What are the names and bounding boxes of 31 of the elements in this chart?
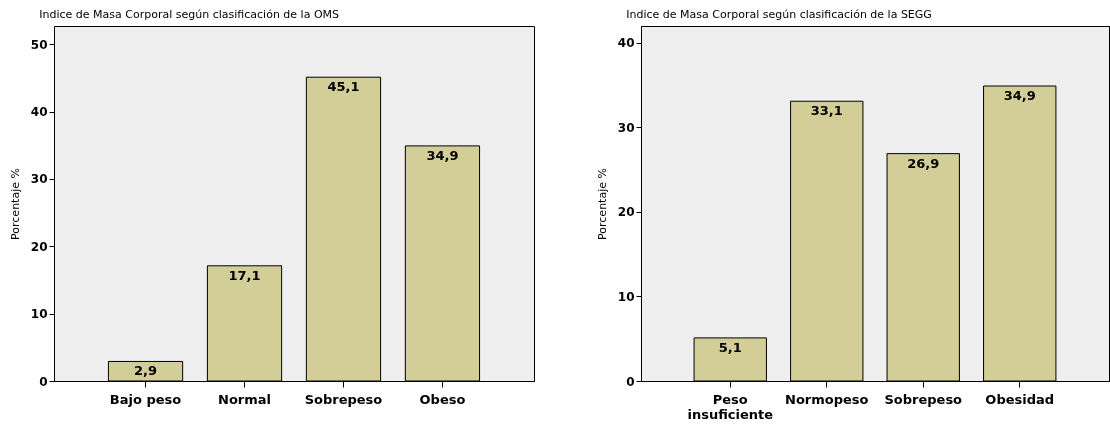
data-label: 45,1 xyxy=(327,79,360,95)
y-tick-label: 20 xyxy=(617,205,635,220)
y-tick-label: 0 xyxy=(39,374,48,389)
y-tick-label: 40 xyxy=(30,105,48,120)
y-tick-label: 0 xyxy=(626,374,635,389)
y-tick-label: 30 xyxy=(617,120,635,135)
y-tick-label: 30 xyxy=(30,172,48,187)
x-tick-label: Normopeso xyxy=(785,391,869,407)
data-label: 26,9 xyxy=(907,155,940,171)
y-axis-title: Porcentaje % xyxy=(8,168,22,240)
y-tick-label: 10 xyxy=(617,289,635,304)
x-tick-label: Peso insuficiente xyxy=(687,391,774,422)
y-tick-label: 40 xyxy=(617,36,635,51)
y-axis-title: Porcentaje % xyxy=(595,168,609,240)
x-tick-label: Sobrepeso xyxy=(304,391,383,407)
y-tick-label: 20 xyxy=(30,239,48,254)
y-tick-label: 10 xyxy=(30,307,48,322)
x-tick-label: Sobrepeso xyxy=(884,391,963,407)
chart-title: Indice de Masa Corporal según clasificación de la OMS xyxy=(39,8,340,21)
data-label: 33,1 xyxy=(810,103,843,119)
data-label: 17,1 xyxy=(228,267,261,283)
data-label: 34,9 xyxy=(1003,88,1036,104)
chart-title: Indice de Masa Corporal según clasificación de la SEGG xyxy=(626,8,932,21)
x-tick-label: Bajo peso xyxy=(109,391,182,407)
data-label: 5,1 xyxy=(718,339,742,355)
data-label: 34,9 xyxy=(426,147,459,163)
x-tick-label: Obesidad xyxy=(985,391,1055,407)
y-tick-label: 50 xyxy=(30,37,48,52)
data-label: 2,9 xyxy=(134,363,158,379)
x-tick-label: Obeso xyxy=(419,391,466,407)
x-tick-label: Normal xyxy=(218,391,272,407)
